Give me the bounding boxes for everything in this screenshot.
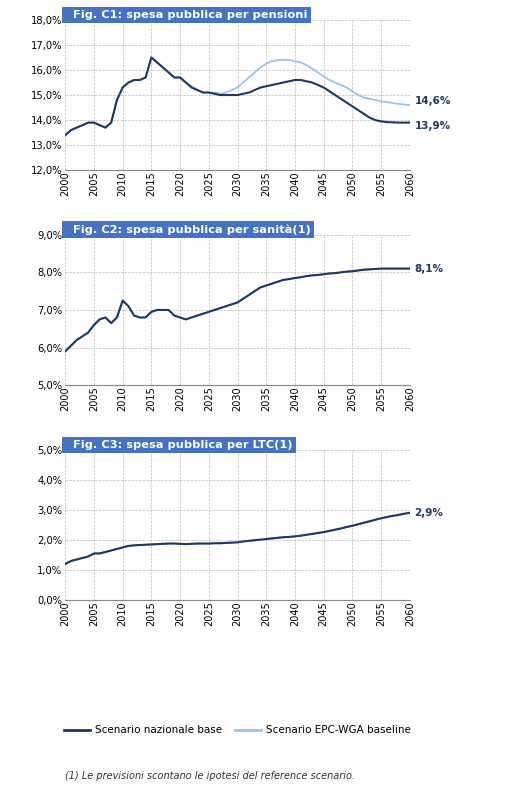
Text: 8,1%: 8,1% bbox=[414, 263, 443, 274]
Text: (1) Le previsioni scontano le ipotesi del reference scenario.: (1) Le previsioni scontano le ipotesi de… bbox=[65, 771, 355, 781]
Text: Fig. C2: spesa pubblica per sanità(1): Fig. C2: spesa pubblica per sanità(1) bbox=[65, 224, 311, 235]
Text: Fig. C1: spesa pubblica per pensioni: Fig. C1: spesa pubblica per pensioni bbox=[65, 10, 308, 20]
Legend: Scenario nazionale base, Scenario EPC-WGA baseline: Scenario nazionale base, Scenario EPC-WG… bbox=[60, 722, 415, 740]
Text: 13,9%: 13,9% bbox=[414, 121, 450, 132]
Text: 2,9%: 2,9% bbox=[414, 508, 443, 518]
Text: 14,6%: 14,6% bbox=[414, 96, 450, 106]
Text: Fig. C3: spesa pubblica per LTC(1): Fig. C3: spesa pubblica per LTC(1) bbox=[65, 439, 293, 450]
